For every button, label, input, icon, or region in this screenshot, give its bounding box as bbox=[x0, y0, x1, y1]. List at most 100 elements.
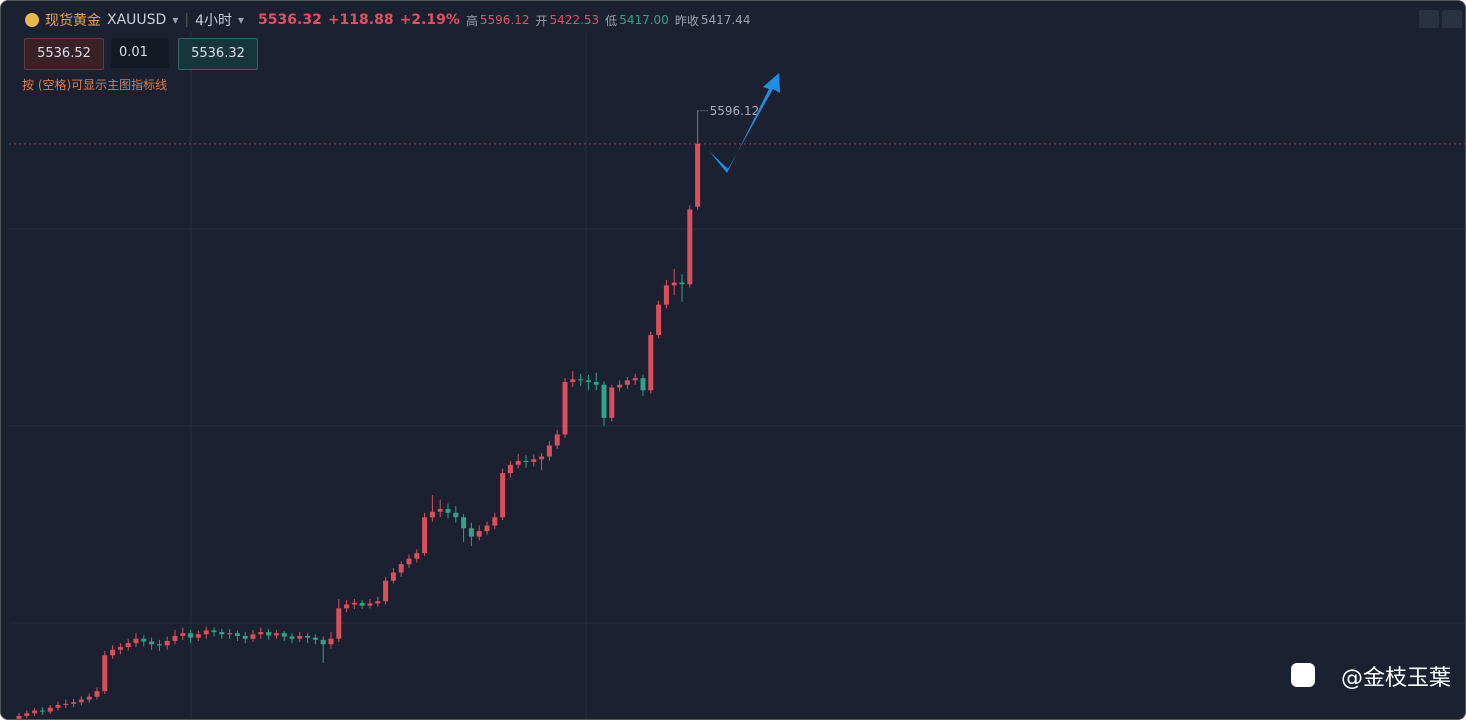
candle-body bbox=[211, 630, 217, 633]
candle-body bbox=[445, 508, 451, 513]
candle-body bbox=[219, 632, 225, 635]
symbol-code[interactable]: XAUUSD bbox=[107, 12, 167, 28]
candle-body bbox=[648, 335, 654, 391]
candle-body bbox=[422, 517, 428, 554]
candle-body bbox=[429, 511, 435, 518]
candle-body bbox=[344, 604, 350, 609]
candle-body bbox=[406, 558, 412, 565]
candle-body bbox=[266, 632, 272, 636]
candle-body bbox=[297, 635, 303, 639]
candle-body bbox=[601, 384, 607, 418]
gold-icon bbox=[25, 13, 39, 27]
symbol-name[interactable]: 现货黄金 bbox=[45, 13, 101, 29]
candle-body bbox=[359, 602, 365, 606]
candle-body bbox=[39, 710, 45, 712]
candle-body bbox=[164, 640, 170, 646]
annotation-arrow bbox=[709, 73, 780, 173]
candle-body bbox=[375, 601, 381, 604]
candle-body bbox=[16, 716, 22, 719]
candle-body bbox=[476, 531, 482, 537]
candle-body bbox=[453, 512, 459, 518]
candle-body bbox=[492, 517, 498, 526]
candle-body bbox=[531, 459, 537, 463]
candle-body bbox=[117, 647, 123, 650]
candle-body bbox=[640, 378, 646, 391]
candle-body bbox=[172, 635, 178, 641]
candle-body bbox=[273, 633, 279, 636]
candle-body bbox=[94, 691, 100, 697]
candle-body bbox=[515, 460, 521, 465]
candle-body bbox=[570, 379, 576, 382]
candle-body bbox=[78, 699, 84, 703]
candle-body bbox=[632, 378, 638, 381]
low: 5417.00 bbox=[619, 13, 669, 27]
candle-body bbox=[133, 638, 139, 644]
prev: 5417.44 bbox=[700, 13, 751, 27]
candle-body bbox=[562, 381, 568, 435]
candle-body bbox=[250, 634, 256, 639]
candle-body bbox=[437, 508, 443, 512]
sell-button[interactable]: 5536.52 bbox=[24, 38, 104, 70]
period[interactable]: 4小时 bbox=[195, 13, 233, 29]
prev-label: 昨收 bbox=[674, 13, 699, 28]
high-label: 高 bbox=[465, 13, 478, 28]
low-label: 低 bbox=[605, 13, 618, 28]
change: +118.88 bbox=[327, 12, 394, 28]
candle-body bbox=[679, 282, 685, 285]
candle-body bbox=[414, 553, 420, 559]
tool-button[interactable] bbox=[1442, 10, 1462, 28]
candle-body bbox=[320, 639, 326, 645]
high: 5596.12 bbox=[479, 13, 530, 27]
candle-body bbox=[624, 380, 630, 385]
candle-body bbox=[141, 638, 147, 642]
candle-body bbox=[289, 636, 295, 639]
lots-input[interactable]: 0.01 bbox=[111, 38, 169, 68]
candle-body bbox=[617, 384, 623, 388]
candle-body bbox=[149, 641, 155, 645]
watermark-icon bbox=[1291, 663, 1315, 687]
candle-body bbox=[523, 460, 529, 463]
candle-body bbox=[656, 304, 662, 336]
candle-body bbox=[227, 633, 233, 635]
header: 现货黄金 XAUUSD ▾ | 4小时 ▾ 5536.32 +118.88 +2.1… bbox=[25, 10, 750, 30]
candle-body bbox=[71, 702, 77, 704]
candle-body bbox=[484, 525, 490, 532]
candle-body bbox=[258, 632, 264, 635]
open-label: 开 bbox=[535, 13, 548, 28]
candle-body bbox=[468, 528, 474, 537]
candle-body bbox=[593, 381, 599, 385]
price: 5536.32 bbox=[258, 12, 322, 28]
candle-body bbox=[367, 603, 373, 606]
candle-body bbox=[539, 456, 545, 460]
percent: +2.19% bbox=[399, 12, 460, 28]
candle-body bbox=[687, 209, 693, 285]
candle-body bbox=[86, 696, 92, 700]
candle-body bbox=[203, 630, 209, 635]
dropdown[interactable]: ▾ bbox=[238, 13, 245, 27]
candle-body bbox=[242, 635, 248, 639]
candle-body bbox=[554, 434, 560, 446]
candle-body bbox=[546, 445, 552, 457]
candle-body bbox=[351, 602, 357, 605]
candle-body bbox=[507, 464, 513, 474]
candle-body bbox=[390, 572, 396, 581]
candle-body bbox=[578, 379, 584, 381]
candle-body bbox=[305, 635, 311, 638]
watermark: @金枝玉葉 bbox=[1341, 666, 1451, 691]
candle-body bbox=[398, 564, 404, 573]
candle-body bbox=[195, 634, 201, 638]
open: 5422.53 bbox=[549, 13, 600, 27]
candle-body bbox=[312, 637, 318, 640]
buy-button[interactable]: 5536.32 bbox=[178, 38, 258, 70]
candle-body bbox=[180, 633, 186, 636]
candle-body bbox=[500, 473, 506, 518]
high-label: 5596.12 bbox=[710, 104, 760, 118]
candle-body bbox=[609, 387, 615, 418]
tool-button[interactable] bbox=[1419, 10, 1439, 28]
dropdown[interactable]: ▾ bbox=[172, 13, 179, 27]
hint: 按 (空格)可显示主图指标线 bbox=[22, 78, 168, 92]
candle-body bbox=[281, 633, 287, 637]
candle-body bbox=[663, 285, 669, 305]
